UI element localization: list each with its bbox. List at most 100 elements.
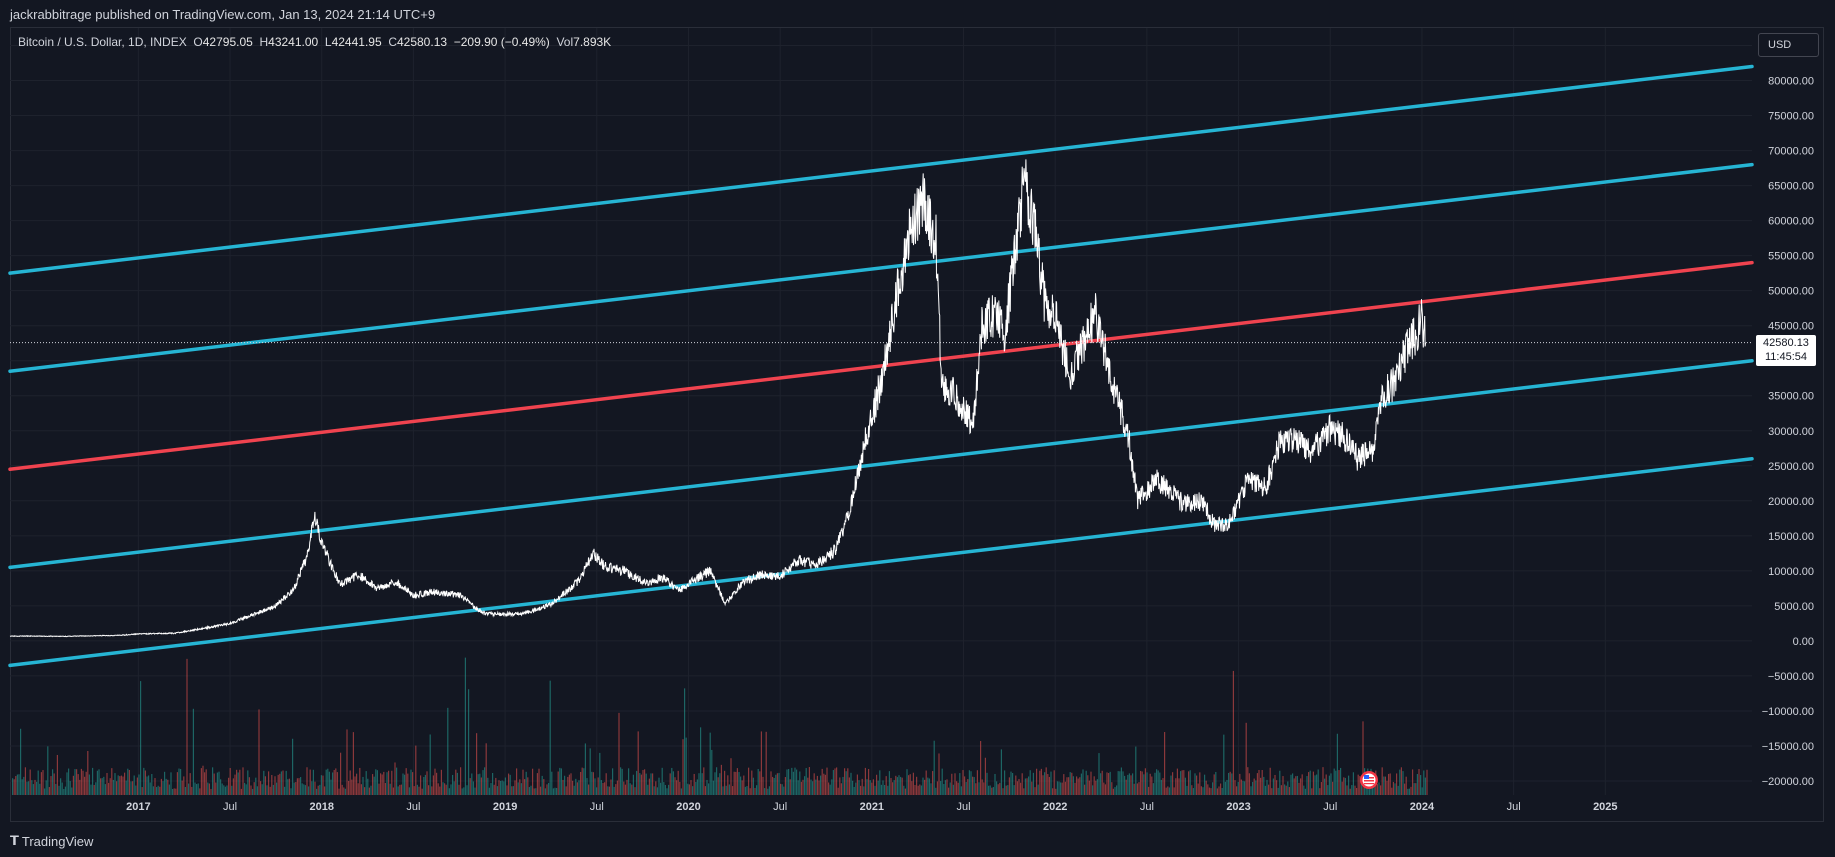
volume-bar [820,775,822,795]
volume-bar [725,785,727,795]
volume-bar [1148,786,1150,795]
volume-bar [122,776,124,795]
volume-bar [536,773,538,795]
volume-bar [495,777,497,795]
volume-bar [232,778,234,795]
volume-bar [47,746,49,795]
volume-bar [362,776,364,795]
volume-bar [101,778,103,795]
y-tick-label: 45000.00 [1768,321,1814,333]
volume-bar [652,773,654,795]
volume-bar [316,788,318,795]
chart-canvas[interactable]: 85000.0080000.0075000.0070000.0065000.00… [0,0,1835,822]
volume-bar [1101,770,1103,795]
volume-bar [268,771,270,795]
volume-bar [655,781,657,795]
volume-bar [487,777,489,795]
volume-bar [1204,774,1206,795]
volume-bar [458,784,460,795]
x-tick-label: 2019 [493,801,517,813]
volume-bar [1405,776,1407,795]
volume-bar [132,781,134,795]
volume-bar [1042,775,1044,795]
volume-bar [141,787,143,795]
volume-bar [1239,773,1241,795]
volume-bar [688,784,690,795]
legend-close: 42580.13 [396,35,448,49]
volume-bar [1007,785,1009,795]
volume-bar [1034,787,1036,795]
volume-bar [1184,777,1186,795]
volume-bar [552,788,554,795]
volume-bar [1028,776,1030,795]
volume-bar [1100,773,1102,795]
volume-bar [877,780,879,795]
volume-bar [1180,771,1182,795]
volume-bar [575,778,577,795]
volume-bar [1396,773,1398,795]
volume-bar [260,781,262,795]
volume-bar [1205,780,1207,795]
volume-bar [754,787,756,795]
volume-bar [1087,775,1089,795]
volume-bar [461,788,463,795]
chart-frame[interactable] [10,27,1824,822]
volume-bar [1167,786,1169,795]
volume-bar [1207,784,1209,795]
volume-bar [1013,785,1015,795]
volume-bar [821,768,823,795]
volume-bar [890,778,892,795]
volume-bar [938,753,940,795]
last-price-value: 42580.13 [1763,336,1809,349]
volume-bar [1354,785,1356,795]
volume-bar [215,782,217,795]
volume-bar [517,782,519,795]
volume-bar [1276,780,1278,795]
volume-bar [160,778,162,795]
volume-bar [1140,770,1142,795]
volume-bar [768,786,770,795]
volume-bar [1212,782,1214,795]
currency-button[interactable]: USD [1758,33,1819,57]
volume-bar [234,774,236,795]
volume-bar [797,780,799,795]
bar-countdown: 11:45:54 [1764,350,1807,363]
volume-bar [962,770,964,795]
volume-bar [906,769,908,795]
volume-bar [970,771,972,795]
volume-bar [1416,774,1418,795]
volume-bar [1391,787,1393,795]
volume-bar [868,768,870,795]
volume-bar [298,778,300,795]
volume-bar [1399,769,1401,795]
volume-bar [949,782,951,795]
volume-bar [658,777,660,795]
volume-bar [1026,778,1028,795]
y-tick-label: 25000.00 [1768,461,1814,473]
volume-bar [429,734,431,795]
volume-bar [349,770,351,795]
volume-bar [799,771,801,795]
volume-bar [826,767,828,795]
tradingview-logo[interactable]: 𝗧 TradingView [10,833,93,849]
volume-bar [1346,785,1348,795]
volume-bar [887,785,889,795]
volume-bar [1218,786,1220,795]
volume-bar [520,783,522,795]
volume-bar [548,782,550,795]
volume-bar [55,783,57,795]
volume-bar [680,788,682,795]
volume-bar [474,787,476,795]
volume-bar [1202,787,1204,795]
volume-bar [733,771,735,795]
volume-bar [858,780,860,795]
volume-bar [157,785,159,795]
volume-bar [220,779,222,795]
volume-bar [159,786,161,795]
volume-bar [1384,776,1386,795]
volume-bar [852,780,854,795]
volume-bar [744,786,746,795]
volume-bar [351,779,353,795]
volume-bar [1407,788,1409,795]
volume-bar [1111,782,1113,795]
